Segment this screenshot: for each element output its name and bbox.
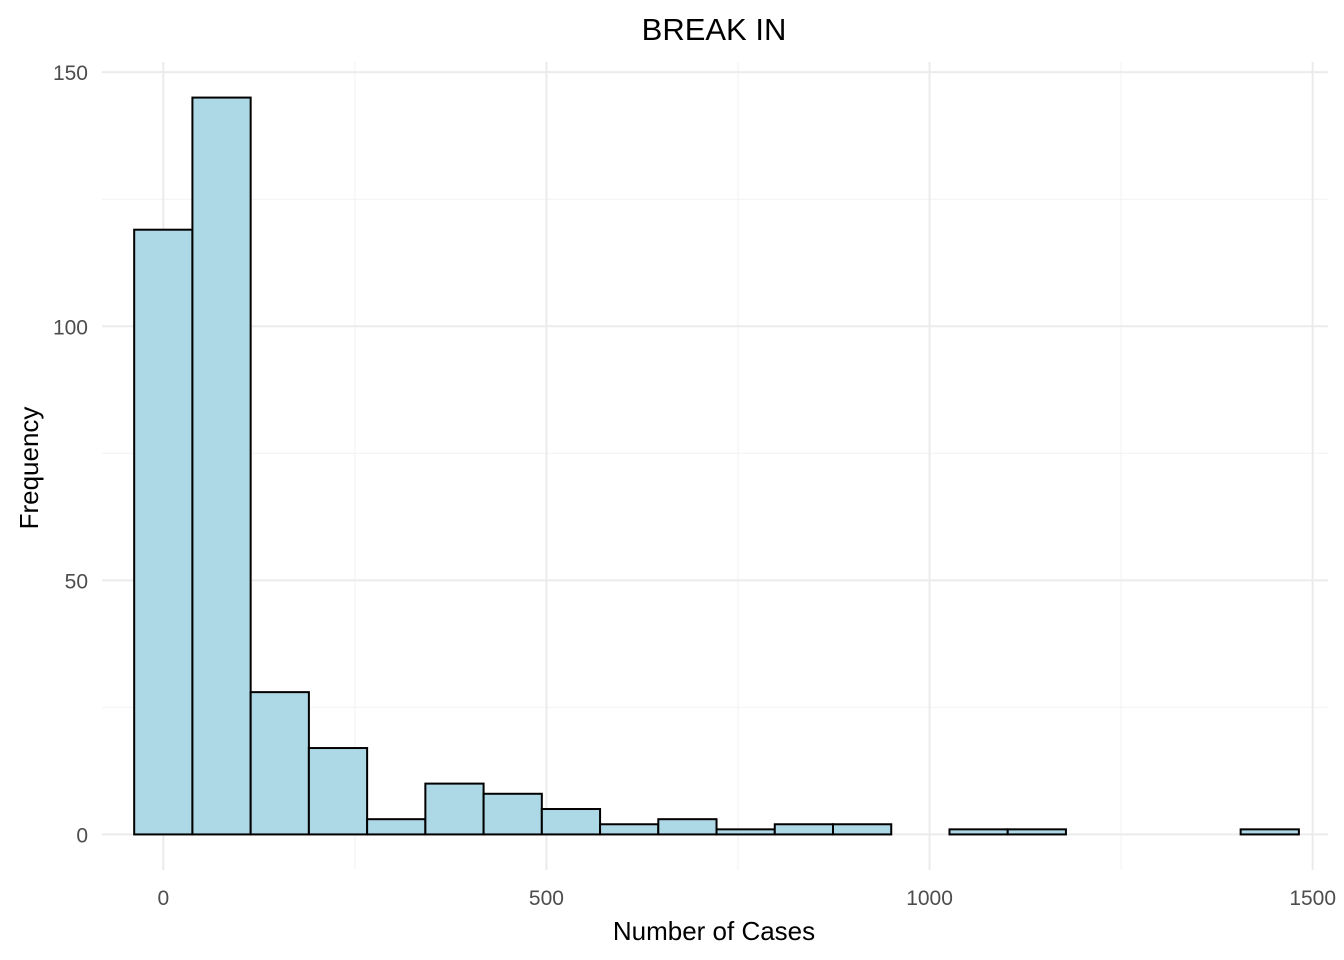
histogram-bar [133,228,194,836]
histogram-bar [1239,828,1300,836]
histogram-bar [948,828,1009,836]
x-tick-label: 0 [157,887,169,910]
histogram-bar [832,823,893,836]
histogram-bars [133,96,1300,836]
histogram-bar [1006,828,1067,836]
histogram-bar [540,808,602,836]
y-axis-title: Frequency [14,407,44,530]
x-tick-label: 1500 [1289,887,1336,910]
x-tick-label: 500 [529,887,564,910]
histogram-bar [366,818,427,836]
x-axis-title: Number of Cases [613,916,815,946]
x-tick-label: 1000 [906,887,953,910]
y-tick-label: 150 [53,62,88,85]
histogram-bar [424,782,485,836]
histogram-bar [191,96,252,836]
tick-labels: 0 500 1000 1500 0 50 100 150 [53,62,1336,910]
histogram-bar [249,691,310,836]
y-tick-label: 50 [65,570,88,593]
histogram-bar [715,828,776,836]
histogram-bar [657,818,718,836]
y-tick-label: 0 [76,824,88,847]
chart-title: BREAK IN [642,12,787,47]
histogram-bar [773,823,835,836]
histogram-bar [599,823,660,836]
y-tick-label: 100 [53,316,88,339]
histogram-bar [307,747,369,836]
histogram-bar [482,792,543,836]
